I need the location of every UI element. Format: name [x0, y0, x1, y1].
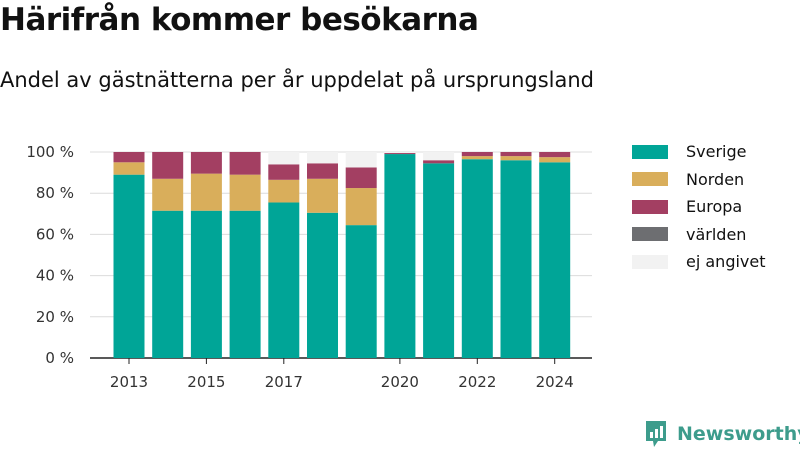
bar-segment-Norden-2022 — [461, 156, 493, 160]
legend-swatch — [632, 227, 668, 242]
legend-item: världen — [632, 221, 766, 249]
bar-segment-Europa-2018 — [307, 163, 338, 179]
legend-item: Sverige — [632, 138, 766, 166]
bar-segment-ej-angivet-2018 — [307, 152, 338, 164]
chart-title: Härifrån kommer besökarna — [0, 2, 479, 38]
bar-segment-Sverige-2014 — [152, 210, 184, 358]
y-tick-label: 80 % — [36, 184, 74, 202]
x-tick-label: 2020 — [381, 373, 419, 391]
bar-segment-Norden-2014 — [152, 178, 184, 211]
newsworthy-logo-icon — [646, 421, 666, 447]
bar-segment-Norden-2023 — [500, 156, 532, 161]
bar-segment-ej-angivet-2020 — [384, 152, 416, 154]
bar-segment-Sverige-2015 — [190, 210, 222, 358]
y-tick-label: 60 % — [36, 225, 74, 243]
bar-segment-Norden-2018 — [307, 178, 338, 213]
legend-label: världen — [686, 224, 747, 244]
bar-segment-Norden-2019 — [345, 188, 377, 226]
bar-segment-Europa-2022 — [461, 152, 493, 157]
bar-segment-Sverige-2022 — [461, 159, 493, 358]
bar-segment-Europa-2013 — [113, 152, 145, 163]
bar-segment-ej-angivet-2017 — [268, 152, 300, 165]
chart-subtitle: Andel av gästnätterna per år uppdelat på… — [0, 68, 594, 92]
brand-name: Newsworthy — [677, 423, 800, 445]
bar-segment-Europa-2019 — [345, 167, 377, 189]
legend-item: Norden — [632, 166, 766, 194]
bar-segment-Europa-2023 — [500, 152, 532, 157]
bar-segment-Europa-2024 — [539, 152, 571, 158]
y-tick-label: 100 % — [26, 143, 74, 161]
x-tick-label: 2017 — [265, 373, 303, 391]
bar-segment-Sverige-2021 — [423, 163, 455, 358]
chart-legend: Sverige Norden Europa världen ej angivet — [632, 138, 766, 276]
bar-segment-Sverige-2017 — [268, 202, 300, 358]
bar-segment-Europa-2016 — [229, 152, 261, 175]
newsworthy-logo: Newsworthy — [644, 420, 800, 448]
bar-segment-Sverige-2019 — [345, 225, 377, 358]
bar-segment-Norden-2024 — [539, 157, 571, 163]
legend-item: ej angivet — [632, 248, 766, 276]
bar-segment-Norden-2016 — [229, 174, 261, 211]
legend-swatch — [632, 199, 668, 214]
bar-segment-Sverige-2024 — [539, 162, 571, 358]
legend-item: Europa — [632, 193, 766, 221]
bar-segment-Norden-2015 — [190, 173, 222, 211]
legend-swatch — [632, 144, 668, 159]
y-tick-label: 40 % — [36, 267, 74, 285]
bar-segment-Sverige-2018 — [307, 212, 338, 358]
bar-segment-Europa-2017 — [268, 164, 300, 180]
bar-segment-Europa-2015 — [190, 152, 222, 174]
legend-swatch — [632, 172, 668, 187]
legend-label: ej angivet — [686, 252, 766, 272]
legend-label: Europa — [686, 197, 743, 217]
x-tick-label: 2022 — [458, 373, 496, 391]
x-tick-label: 2013 — [110, 373, 148, 391]
bar-segment-Sverige-2013 — [113, 174, 145, 358]
x-tick-label: 2015 — [187, 373, 225, 391]
bar-segment-Norden-2017 — [268, 179, 300, 203]
bar-segment-Norden-2013 — [113, 162, 145, 175]
bar-segment-Europa-2021 — [423, 160, 455, 164]
bar-segment-Sverige-2016 — [229, 210, 261, 358]
legend-label: Norden — [686, 169, 745, 189]
bar-segment-Sverige-2020 — [384, 154, 416, 358]
legend-label: Sverige — [686, 142, 747, 162]
bar-segment-Europa-2020 — [384, 153, 416, 155]
legend-swatch — [632, 254, 668, 269]
bar-segment-ej-angivet-2019 — [345, 152, 377, 168]
x-tick-label: 2024 — [536, 373, 574, 391]
bar-segment-Europa-2014 — [152, 152, 184, 179]
y-tick-label: 20 % — [36, 308, 74, 326]
bar-segment-ej-angivet-2021 — [423, 152, 455, 161]
y-tick-label: 0 % — [45, 349, 74, 367]
bar-segment-Sverige-2023 — [500, 160, 532, 358]
